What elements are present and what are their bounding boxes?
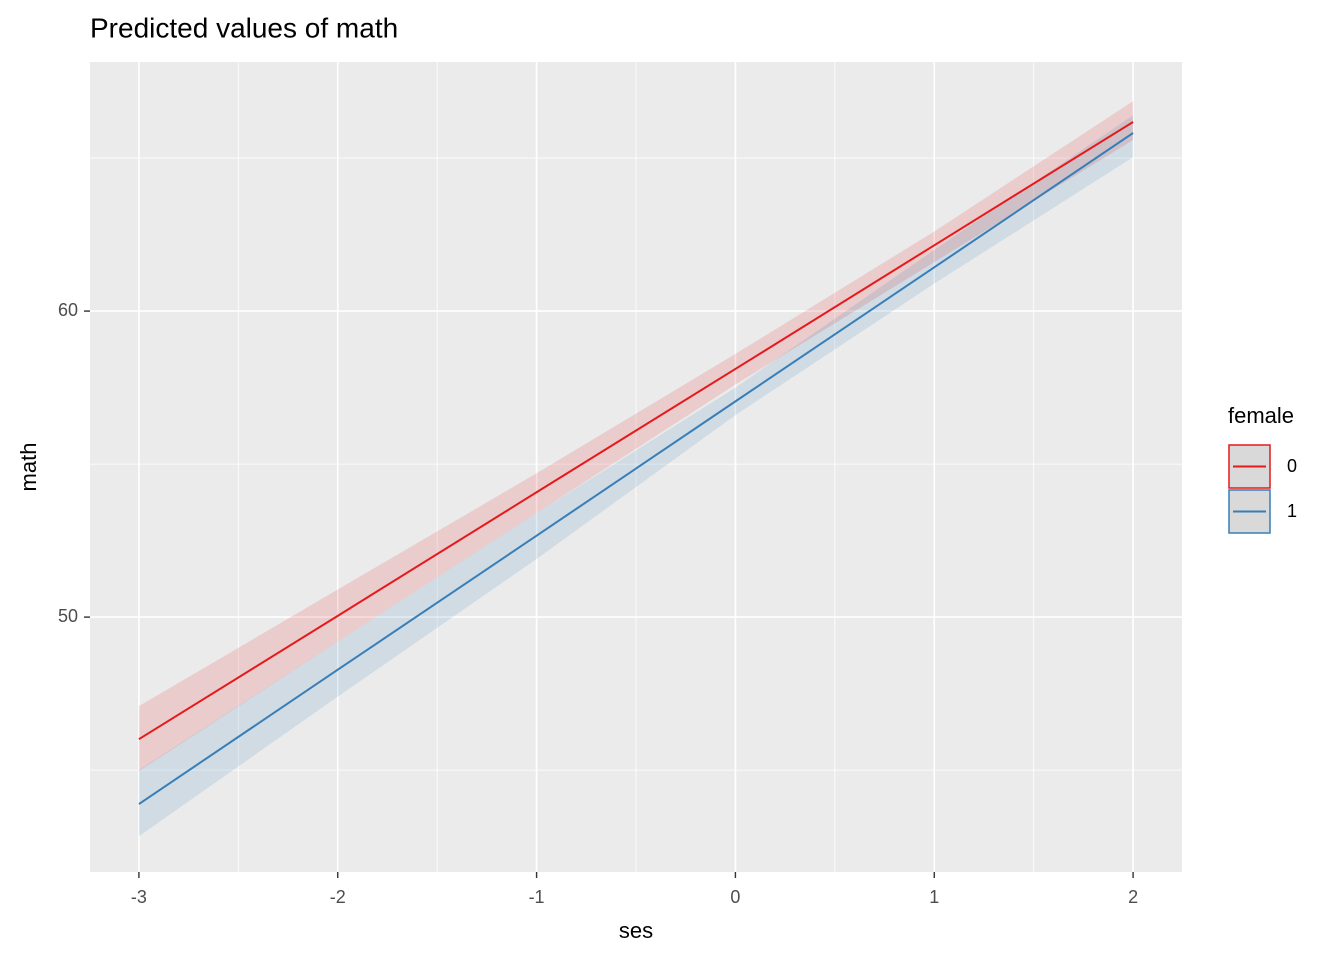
- x-tick-label: -3: [131, 887, 147, 907]
- line: [138, 132, 1134, 805]
- y-tick-label: 60: [58, 300, 78, 320]
- confidence-band: [138, 115, 1134, 837]
- line: [138, 121, 1134, 741]
- chart-title: Predicted values of math: [90, 12, 398, 43]
- x-tick-label: -2: [330, 887, 346, 907]
- legend-label: 0: [1287, 456, 1297, 476]
- x-tick-label: 0: [730, 887, 740, 907]
- x-tick-label: 2: [1128, 887, 1138, 907]
- legend-title: female: [1228, 403, 1294, 428]
- y-axis-title: math: [16, 443, 41, 492]
- legend-label: 1: [1287, 501, 1297, 521]
- y-tick-label: 50: [58, 606, 78, 626]
- x-tick-label: -1: [529, 887, 545, 907]
- x-tick-label: 1: [929, 887, 939, 907]
- confidence-band: [138, 101, 1134, 772]
- x-axis-title: ses: [619, 918, 653, 943]
